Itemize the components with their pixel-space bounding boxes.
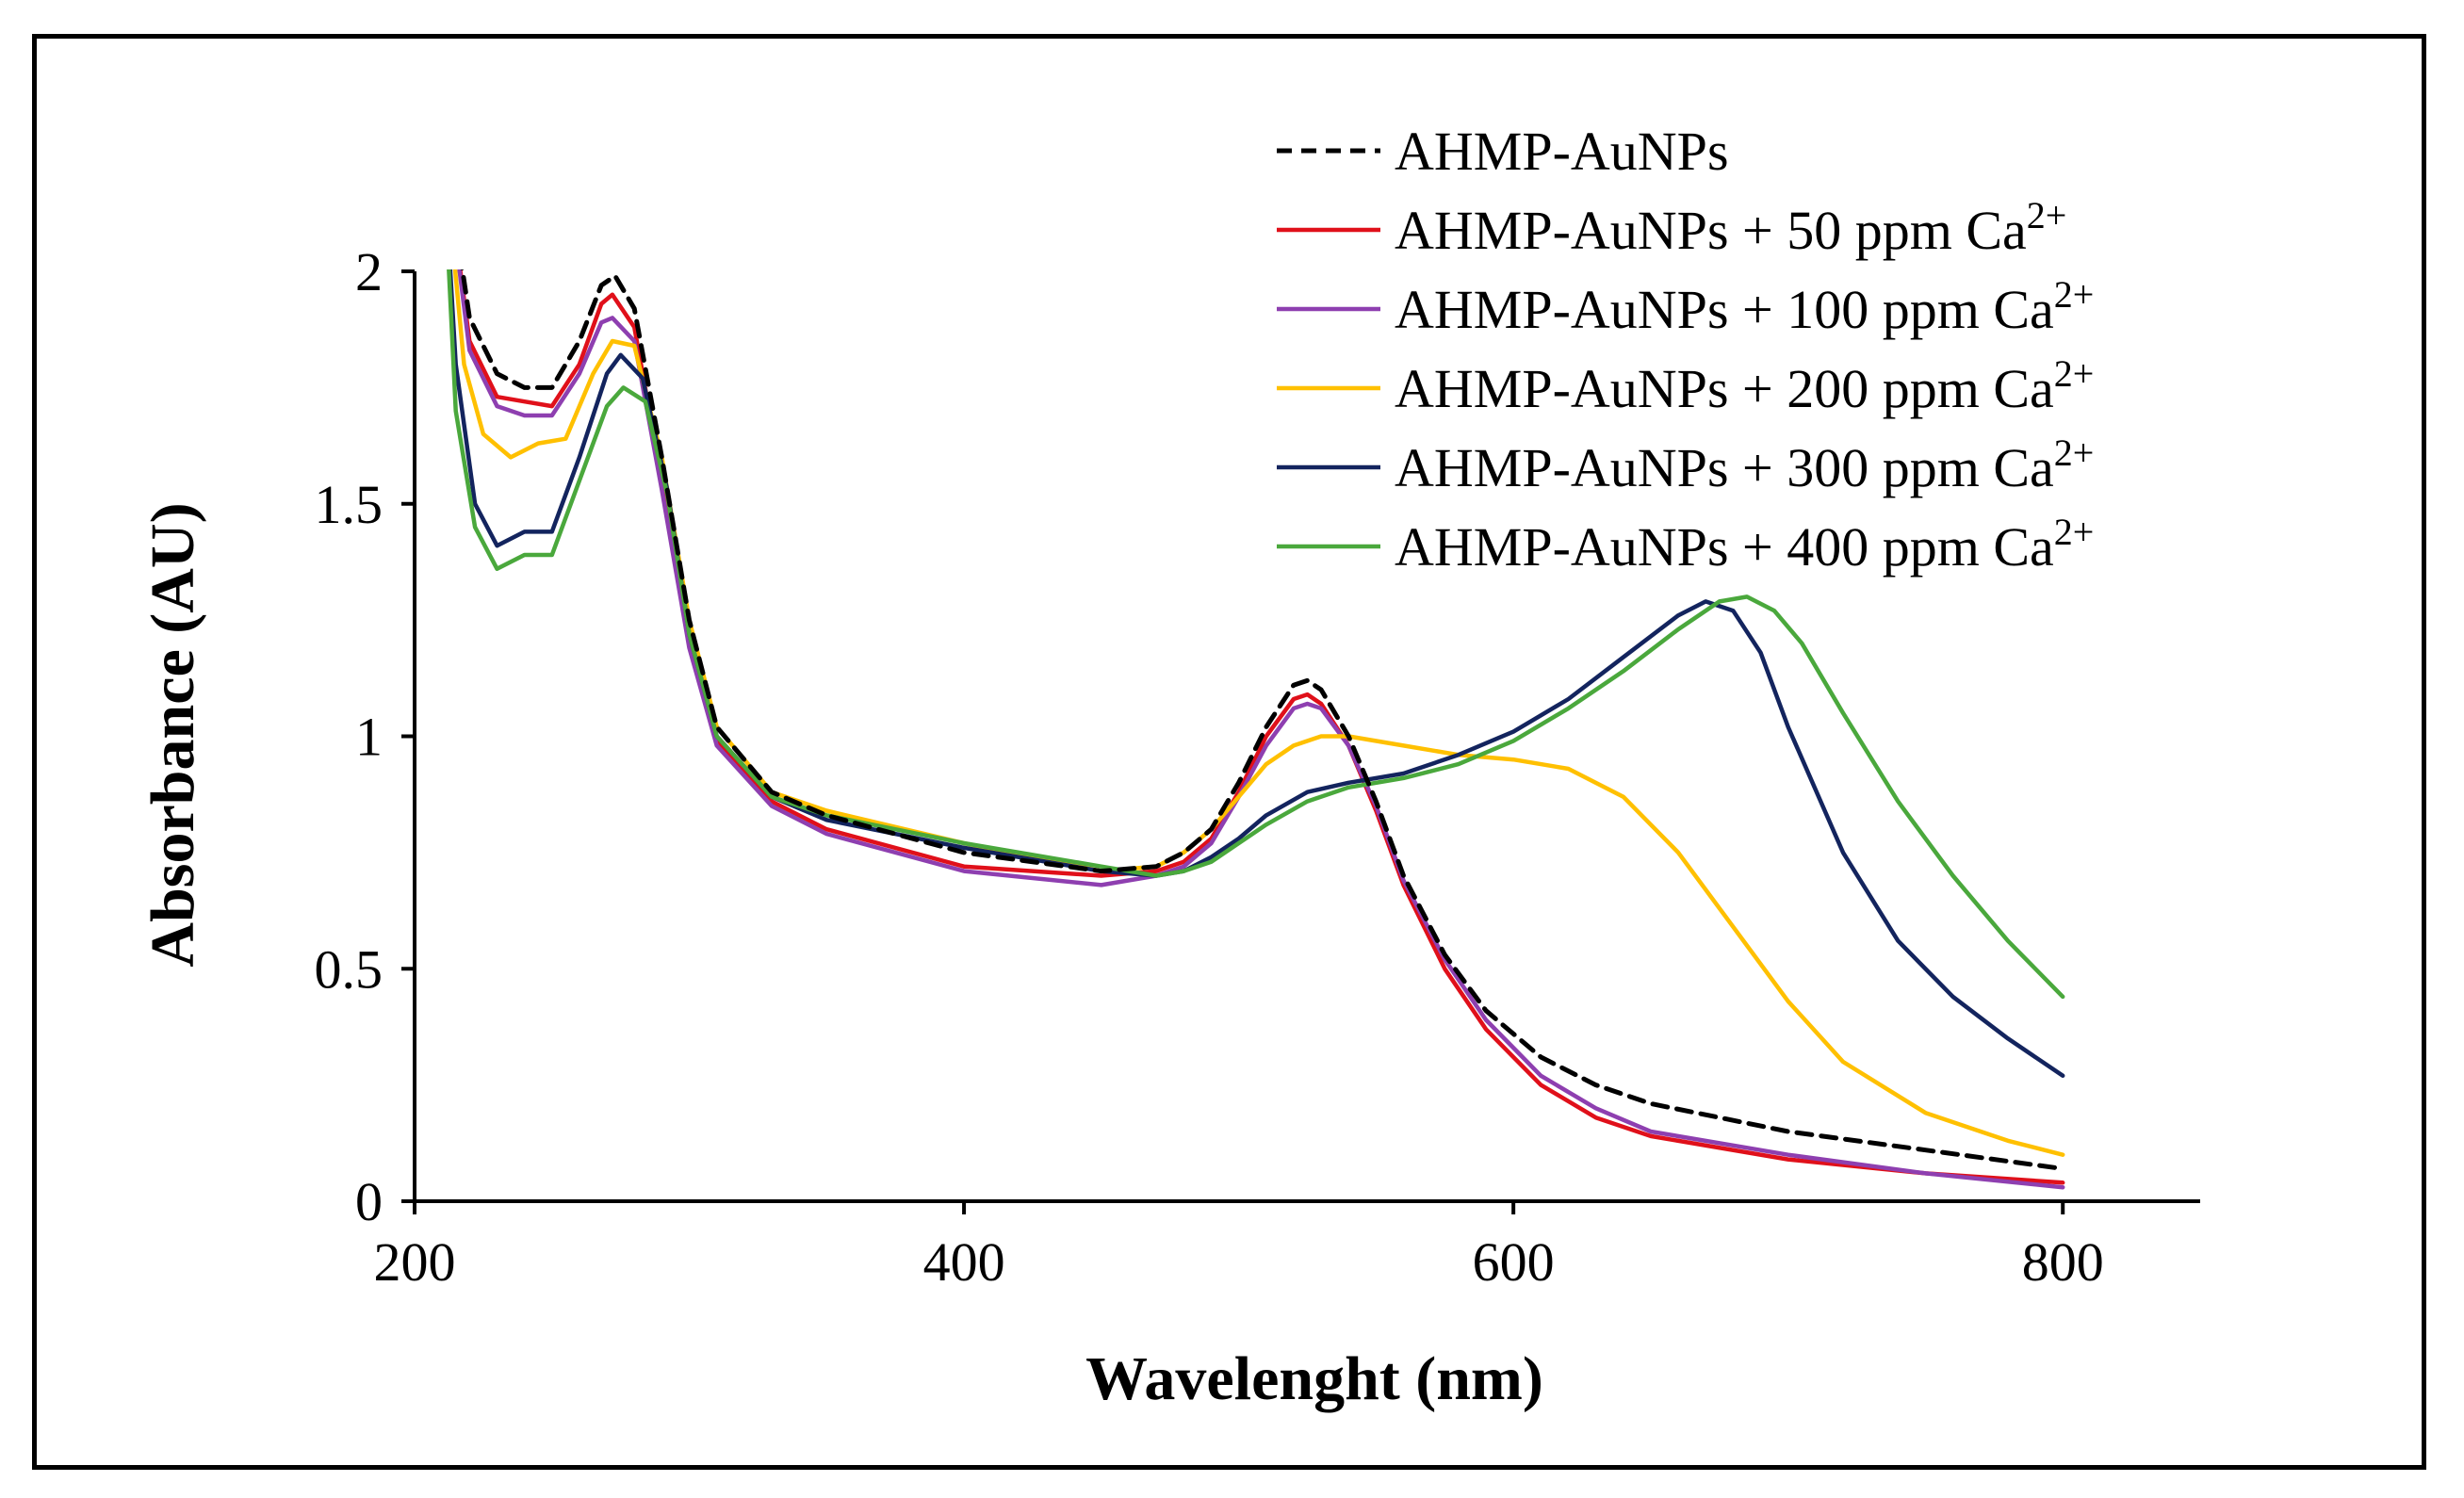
legend-ion: Ca — [1993, 279, 2053, 340]
legend-charge: 2+ — [2054, 511, 2095, 553]
legend-label-2: AHMP-AuNPs + 100 ppm Ca2+ — [1395, 273, 2094, 340]
legend-text: AHMP-AuNPs + 50 ppm — [1395, 200, 1966, 261]
y-tick-label: 0.5 — [315, 938, 383, 1000]
series-line-1 — [458, 269, 2065, 1185]
chart-frame — [32, 34, 2426, 1470]
legend-charge: 2+ — [2054, 273, 2095, 316]
legend-text: AHMP-AuNPs + 200 ppm — [1395, 358, 1993, 419]
legend-label-1: AHMP-AuNPs + 50 ppm Ca2+ — [1395, 194, 2066, 261]
legend-ion: Ca — [1966, 200, 2026, 261]
x-tick-label: 800 — [2022, 1231, 2104, 1293]
legend-charge: 2+ — [2054, 431, 2095, 474]
axes — [401, 269, 2200, 1214]
legend-label-3: AHMP-AuNPs + 200 ppm Ca2+ — [1395, 352, 2094, 419]
legend-charge: 2+ — [2054, 352, 2095, 395]
legend-text: AHMP-AuNPs + 300 ppm — [1395, 437, 1993, 498]
series-line-4 — [448, 269, 2065, 1079]
series-line-5 — [447, 269, 2065, 1000]
legend-text: AHMP-AuNPs + 400 ppm — [1395, 516, 1993, 578]
legend-ion: Ca — [1993, 437, 2053, 498]
x-axis-title: Wavelenght (nm) — [1085, 1344, 1543, 1413]
y-tick-label: 1.5 — [315, 474, 383, 535]
y-tick-label: 1 — [355, 707, 383, 768]
legend-ion: Ca — [1993, 358, 2053, 419]
y-axis-title: Absorbance (AU) — [139, 502, 207, 967]
y-tick-label: 0 — [355, 1171, 383, 1232]
legend-label-5: AHMP-AuNPs + 400 ppm Ca2+ — [1395, 511, 2094, 578]
legend-label-0: AHMP-AuNPs — [1395, 121, 1729, 182]
legend-text: AHMP-AuNPs — [1395, 121, 1729, 182]
x-tick-label: 400 — [923, 1231, 1005, 1293]
legend-text: AHMP-AuNPs + 100 ppm — [1395, 279, 1993, 340]
tick-labels: 0 0.5 1 1.5 2 200 400 600 800 — [315, 241, 2104, 1293]
legend-ion: Ca — [1993, 516, 2053, 578]
x-tick-label: 200 — [374, 1231, 456, 1293]
series-lines — [447, 269, 2065, 1190]
series-line-0 — [460, 269, 2065, 1171]
series-line-2 — [457, 269, 2065, 1190]
x-tick-label: 600 — [1473, 1231, 1555, 1293]
legend-label-4: AHMP-AuNPs + 300 ppm Ca2+ — [1395, 431, 2094, 498]
legend-charge: 2+ — [2027, 194, 2067, 236]
y-tick-label: 2 — [355, 241, 383, 302]
